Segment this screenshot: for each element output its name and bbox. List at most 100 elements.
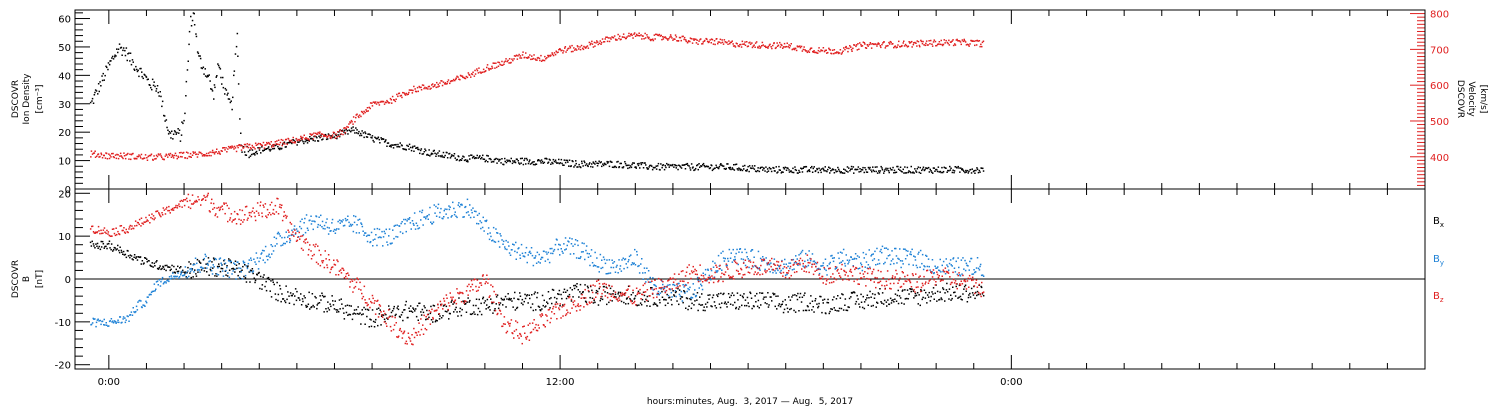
- data-point: [897, 168, 900, 170]
- data-point: [396, 336, 398, 338]
- data-point: [421, 209, 424, 212]
- data-point: [493, 309, 496, 312]
- data-point: [261, 284, 264, 286]
- data-point: [732, 45, 735, 47]
- data-point: [310, 258, 313, 260]
- data-point: [253, 152, 255, 155]
- data-point: [229, 217, 232, 219]
- data-point: [964, 171, 966, 174]
- data-point: [371, 102, 373, 104]
- data-point: [952, 257, 955, 259]
- data-point: [288, 295, 290, 297]
- data-point: [336, 259, 338, 261]
- data-point: [686, 42, 689, 44]
- data-point: [458, 78, 460, 80]
- data-point: [520, 302, 523, 304]
- data-point: [846, 309, 849, 312]
- data-point: [673, 295, 676, 297]
- data-point: [739, 169, 742, 172]
- data-point: [915, 264, 918, 267]
- data-point: [505, 161, 508, 164]
- data-point: [399, 316, 401, 318]
- data-point: [456, 75, 458, 78]
- data-point: [772, 166, 774, 169]
- data-point: [881, 292, 884, 294]
- data-point: [738, 306, 741, 308]
- data-point: [562, 291, 565, 293]
- data-point: [834, 169, 837, 171]
- data-point: [678, 293, 681, 296]
- data-point: [333, 228, 336, 231]
- data-point: [720, 163, 722, 165]
- data-point: [880, 248, 882, 251]
- data-point: [324, 250, 326, 252]
- data-point: [660, 163, 662, 165]
- data-point: [585, 245, 588, 247]
- data-point: [597, 43, 599, 46]
- data-point: [781, 171, 783, 173]
- data-point: [435, 319, 437, 321]
- data-point: [954, 295, 957, 297]
- data-point: [354, 313, 357, 315]
- data-point: [408, 148, 410, 150]
- data-point: [812, 51, 815, 53]
- data-point: [671, 164, 673, 167]
- data-point: [186, 69, 189, 71]
- data-point: [562, 164, 564, 166]
- data-point: [496, 232, 499, 234]
- data-point: [730, 168, 732, 171]
- data-point: [476, 313, 479, 316]
- data-point: [330, 266, 333, 269]
- data-point: [344, 129, 346, 132]
- data-point: [416, 334, 418, 336]
- data-point: [143, 304, 145, 307]
- data-point: [577, 46, 579, 48]
- data-point: [153, 81, 155, 83]
- data-point: [887, 170, 890, 172]
- data-point: [221, 150, 223, 152]
- data-point: [534, 291, 536, 293]
- data-point: [806, 305, 809, 307]
- data-point: [659, 292, 662, 294]
- data-point: [562, 52, 564, 54]
- data-point: [281, 244, 284, 246]
- data-point: [946, 291, 949, 293]
- data-point: [337, 260, 339, 263]
- data-point: [400, 94, 403, 97]
- data-point: [820, 265, 822, 267]
- data-point: [325, 135, 327, 137]
- data-point: [859, 42, 861, 44]
- data-point: [531, 254, 534, 257]
- data-point: [437, 207, 439, 209]
- data-point: [685, 307, 687, 309]
- data-point: [298, 236, 300, 238]
- data-point: [504, 246, 506, 248]
- data-point: [791, 269, 794, 271]
- data-point: [737, 263, 739, 266]
- data-point: [407, 145, 409, 147]
- data-point: [132, 61, 134, 63]
- data-point: [389, 144, 392, 147]
- data-point: [551, 52, 553, 54]
- data-point: [446, 157, 449, 159]
- data-point: [363, 285, 366, 288]
- data-point: [896, 46, 898, 48]
- data-point: [923, 169, 926, 172]
- data-point: [630, 294, 633, 296]
- data-point: [202, 66, 205, 68]
- data-point: [110, 318, 113, 320]
- data-point: [415, 222, 418, 224]
- data-point: [156, 155, 159, 158]
- data-point: [679, 298, 682, 300]
- data-point: [509, 322, 511, 325]
- data-point: [465, 300, 467, 303]
- data-point: [554, 53, 557, 56]
- data-point: [364, 111, 366, 114]
- data-point: [483, 71, 486, 73]
- data-point: [747, 258, 749, 260]
- data-point: [378, 304, 381, 306]
- data-point: [480, 302, 482, 305]
- data-point: [403, 92, 405, 94]
- data-point: [595, 42, 597, 44]
- data-point: [785, 169, 788, 171]
